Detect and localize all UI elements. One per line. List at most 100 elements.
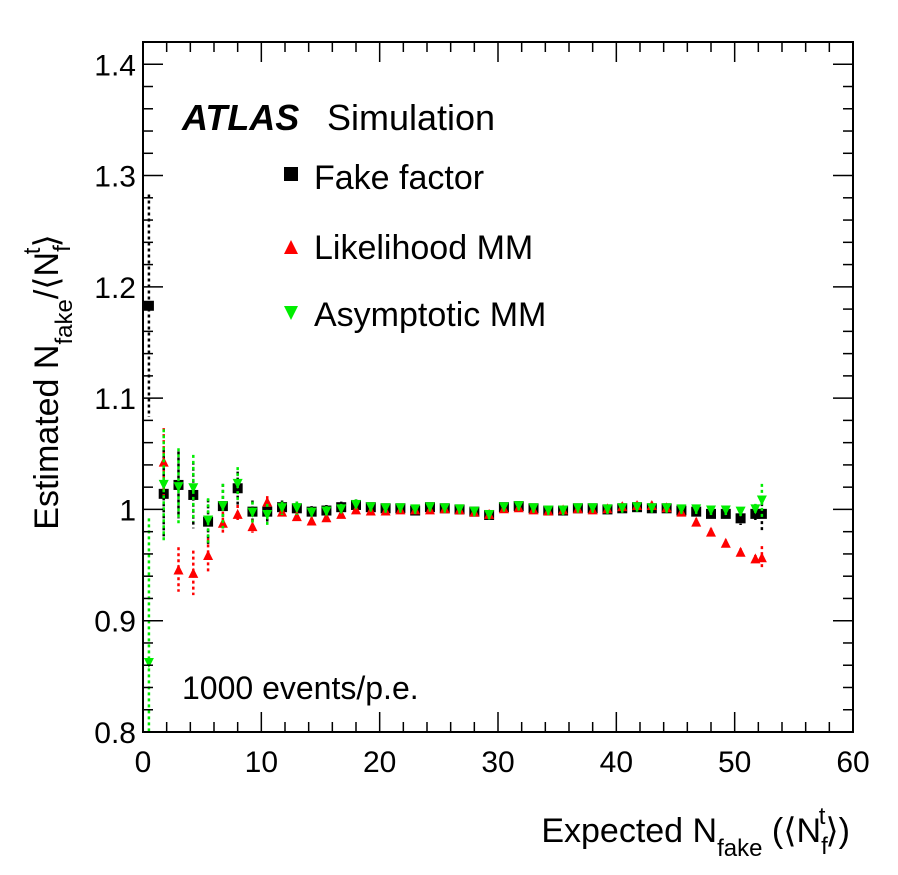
point-asymptotic-mm bbox=[558, 505, 569, 516]
point-asymptotic-mm bbox=[262, 509, 273, 520]
point-asymptotic-mm bbox=[572, 503, 583, 514]
x-tick-label: 50 bbox=[718, 746, 751, 779]
x-tick-label: 10 bbox=[245, 746, 278, 779]
point-asymptotic-mm bbox=[365, 502, 376, 513]
x-axis-title-paren: (⟨N bbox=[762, 812, 821, 850]
point-asymptotic-mm bbox=[143, 658, 154, 668]
point-likelihood-mm bbox=[291, 511, 302, 522]
legend: Fake factor Likelihood MM Asymptotic MM bbox=[284, 159, 546, 334]
y-tick-label: 0.9 bbox=[94, 606, 136, 639]
point-likelihood-mm bbox=[232, 508, 243, 519]
point-likelihood-mm bbox=[735, 546, 746, 557]
point-asymptotic-mm bbox=[513, 501, 524, 512]
point-asymptotic-mm bbox=[602, 504, 613, 515]
point-likelihood-mm bbox=[247, 521, 258, 532]
point-asymptotic-mm bbox=[543, 505, 554, 516]
point-likelihood-mm bbox=[203, 550, 214, 561]
point-asymptotic-mm bbox=[158, 479, 169, 490]
point-likelihood-mm bbox=[720, 537, 731, 548]
point-asymptotic-mm bbox=[632, 502, 643, 513]
point-asymptotic-mm bbox=[410, 504, 421, 515]
point-asymptotic-mm bbox=[395, 503, 406, 514]
x-axis-title-inner-sub: f bbox=[821, 833, 828, 860]
legend-label-asymptotic-mm: Asymptotic MM bbox=[314, 296, 546, 334]
x-axis-title-sub: fake bbox=[717, 835, 762, 862]
point-likelihood-mm bbox=[706, 526, 716, 537]
y-tick-label: 1 bbox=[119, 494, 136, 527]
legend-marker-fake-factor bbox=[284, 167, 298, 181]
point-asymptotic-mm bbox=[424, 502, 435, 513]
point-asymptotic-mm bbox=[756, 495, 767, 506]
x-tick-label: 60 bbox=[836, 746, 869, 779]
series-asymptotic-mm bbox=[143, 429, 767, 732]
point-asymptotic-mm bbox=[277, 503, 288, 514]
point-asymptotic-mm bbox=[321, 506, 332, 517]
point-likelihood-mm bbox=[691, 516, 702, 527]
point-asymptotic-mm bbox=[735, 506, 746, 517]
point-asymptotic-mm bbox=[380, 503, 391, 514]
legend-label-fake-factor: Fake factor bbox=[314, 159, 484, 197]
point-asymptotic-mm bbox=[351, 499, 361, 510]
point-likelihood-mm bbox=[306, 515, 317, 526]
point-likelihood-mm bbox=[188, 567, 199, 578]
legend-marker-asymptotic-mm bbox=[284, 306, 298, 320]
point-asymptotic-mm bbox=[173, 482, 184, 493]
axis-ticks bbox=[142, 41, 854, 733]
x-tick-label: 0 bbox=[135, 746, 152, 779]
point-likelihood-mm bbox=[321, 512, 332, 523]
point-fake-factor bbox=[188, 489, 199, 500]
point-asymptotic-mm bbox=[336, 504, 347, 515]
point-asymptotic-mm bbox=[750, 504, 761, 515]
point-asymptotic-mm bbox=[720, 505, 731, 516]
y-tick-label: 0.8 bbox=[94, 717, 136, 750]
point-fake-factor bbox=[158, 488, 169, 499]
x-tick-label: 20 bbox=[363, 746, 396, 779]
x-axis-title: Expected Nfake (⟨Nft⟩) bbox=[541, 803, 850, 862]
point-asymptotic-mm bbox=[528, 503, 539, 514]
point-likelihood-mm bbox=[173, 564, 184, 575]
point-asymptotic-mm bbox=[691, 504, 702, 515]
y-axis-title-sub: fake bbox=[51, 299, 78, 344]
legend-label-likelihood-mm: Likelihood MM bbox=[314, 229, 533, 267]
point-asymptotic-mm bbox=[661, 503, 672, 514]
point-asymptotic-mm bbox=[306, 507, 317, 518]
atlas-label: ATLAS bbox=[181, 97, 299, 138]
y-tick-label: 1.1 bbox=[94, 383, 136, 416]
point-asymptotic-mm bbox=[232, 478, 243, 489]
point-asymptotic-mm bbox=[247, 507, 258, 518]
point-asymptotic-mm bbox=[676, 504, 687, 515]
point-asymptotic-mm bbox=[454, 504, 465, 515]
x-axis-title-main: Expected N bbox=[541, 812, 717, 850]
point-asymptotic-mm bbox=[587, 503, 598, 514]
point-asymptotic-mm bbox=[617, 503, 628, 514]
y-tick-label: 1.3 bbox=[94, 161, 136, 194]
point-asymptotic-mm bbox=[706, 505, 716, 516]
tick-labels: 0 10 20 30 40 50 60 0.8 0.9 1 1.1 1.2 1.3 1.4 bbox=[94, 49, 869, 779]
y-tick-label: 1.2 bbox=[94, 272, 136, 305]
point-fake-factor bbox=[143, 300, 154, 311]
x-tick-label: 30 bbox=[481, 746, 514, 779]
point-fake-factor bbox=[735, 513, 746, 524]
point-asymptotic-mm bbox=[498, 502, 509, 513]
y-axis-title-inner-sub: f bbox=[49, 245, 76, 252]
x-axis-title-close: ⟩) bbox=[825, 812, 850, 850]
point-asymptotic-mm bbox=[291, 503, 302, 514]
events-annotation: 1000 events/p.e. bbox=[182, 670, 419, 706]
point-asymptotic-mm bbox=[439, 503, 450, 514]
point-asymptotic-mm bbox=[217, 501, 228, 512]
data-marks bbox=[143, 194, 767, 732]
y-axis-title-main: Estimated N bbox=[28, 345, 66, 530]
point-asymptotic-mm bbox=[646, 503, 657, 514]
point-likelihood-mm bbox=[262, 496, 273, 507]
point-asymptotic-mm bbox=[188, 483, 199, 494]
simulation-label: Simulation bbox=[327, 97, 495, 138]
point-asymptotic-mm bbox=[484, 509, 495, 520]
y-axis-title-close: ⟩ bbox=[28, 234, 66, 247]
y-tick-label: 1.4 bbox=[94, 49, 136, 82]
legend-marker-likelihood-mm bbox=[284, 240, 298, 254]
y-axis-title-slash: /⟨N bbox=[28, 252, 66, 299]
y-axis-title-inner-sup: t bbox=[19, 247, 46, 254]
point-asymptotic-mm bbox=[203, 515, 214, 526]
x-tick-label: 40 bbox=[600, 746, 633, 779]
